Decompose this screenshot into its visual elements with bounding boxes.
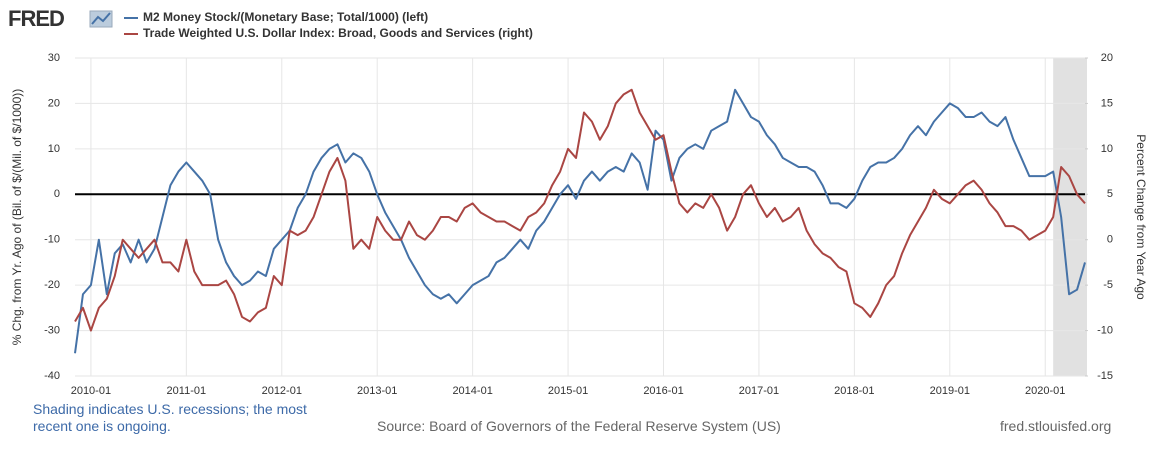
x-tick-label: 2020-01 bbox=[1025, 385, 1065, 397]
x-tick-label: 2012-01 bbox=[262, 385, 302, 397]
x-tick-label: 2016-01 bbox=[643, 385, 683, 397]
y-tick-label: -40 bbox=[44, 370, 60, 382]
y-tick-label: 10 bbox=[48, 143, 60, 155]
y2-tick-label: 20 bbox=[1101, 52, 1113, 64]
logo: FRED bbox=[8, 6, 64, 31]
legend-label: Trade Weighted U.S. Dollar Index: Broad,… bbox=[143, 26, 533, 40]
y2-tick-label: -5 bbox=[1103, 279, 1113, 291]
x-tick-label: 2013-01 bbox=[357, 385, 397, 397]
y2-tick-label: -15 bbox=[1097, 370, 1113, 382]
y-tick-label: 0 bbox=[54, 188, 60, 200]
recession-shade bbox=[1053, 58, 1087, 376]
y-tick-label: 30 bbox=[48, 52, 60, 64]
recession-note: Shading indicates U.S. recessions; the m… bbox=[33, 401, 307, 434]
legend-label: M2 Money Stock/(Monetary Base; Total/100… bbox=[143, 10, 428, 24]
y-tick-label: -10 bbox=[44, 234, 60, 246]
y-tick-label: 20 bbox=[48, 97, 60, 109]
y-tick-label: -20 bbox=[44, 279, 60, 291]
series-line bbox=[74, 88, 1086, 332]
url: fred.stlouisfed.org bbox=[1000, 418, 1112, 434]
x-tick-label: 2010-01 bbox=[71, 385, 111, 397]
x-tick-label: 2019-01 bbox=[930, 385, 970, 397]
x-tick-label: 2014-01 bbox=[452, 385, 492, 397]
y-tick-label: -30 bbox=[44, 324, 60, 336]
x-tick-label: 2011-01 bbox=[167, 385, 207, 397]
y-axis-label: % Chg. from Yr. Ago of (Bil. of $/(Mil. … bbox=[10, 89, 24, 346]
y2-tick-label: -10 bbox=[1097, 324, 1113, 336]
y2-tick-label: 5 bbox=[1107, 188, 1113, 200]
y2-tick-label: 15 bbox=[1101, 97, 1113, 109]
y2-axis-label: Percent Change from Year Ago bbox=[1134, 134, 1148, 300]
x-tick-label: 2017-01 bbox=[739, 385, 779, 397]
y2-tick-label: 0 bbox=[1107, 234, 1113, 246]
y2-tick-label: 10 bbox=[1101, 143, 1113, 155]
x-tick-label: 2018-01 bbox=[834, 385, 874, 397]
logo-icon bbox=[89, 10, 113, 28]
source: Source: Board of Governors of the Federa… bbox=[377, 418, 781, 434]
x-tick-label: 2015-01 bbox=[548, 385, 588, 397]
series-line bbox=[74, 88, 1086, 354]
